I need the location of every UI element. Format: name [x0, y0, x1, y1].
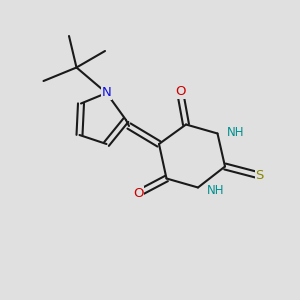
Text: N: N [102, 86, 111, 100]
Text: S: S [255, 169, 264, 182]
Text: O: O [133, 187, 143, 200]
Text: NH: NH [207, 184, 224, 197]
Text: NH: NH [227, 125, 244, 139]
Text: O: O [175, 85, 185, 98]
